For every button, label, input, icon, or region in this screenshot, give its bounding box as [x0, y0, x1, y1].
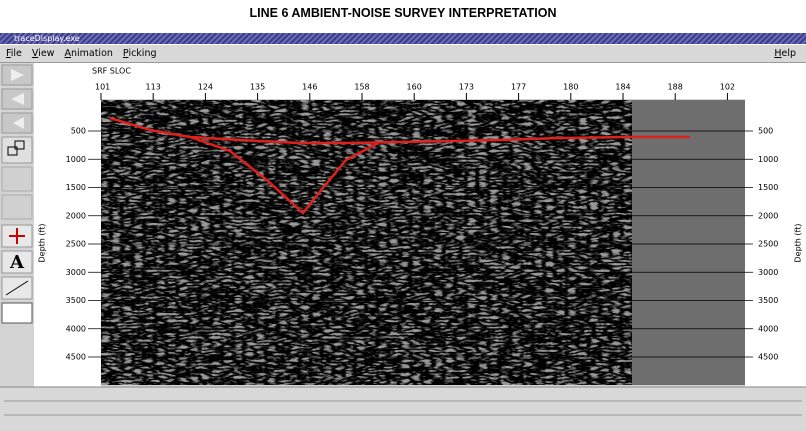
- note-button[interactable]: [1, 302, 33, 324]
- depth-tick-label: 500: [758, 127, 773, 136]
- icon: [13, 117, 24, 129]
- page-title: LINE 6 AMBIENT-NOISE SURVEY INTERPRETATI…: [249, 6, 557, 20]
- depth-tick-label: 2500: [66, 240, 86, 249]
- right-axis-panel: [745, 99, 806, 387]
- depth-tick-label: 3000: [66, 268, 86, 277]
- depth-tick-label: 2000: [66, 211, 86, 220]
- menu-item[interactable]: View: [31, 48, 55, 59]
- depth-tick-label: 4000: [758, 324, 778, 333]
- depth-tick-label: 2000: [758, 211, 778, 220]
- interpreted-channel: [189, 135, 379, 215]
- depth-tick-label: 3000: [758, 268, 778, 277]
- depth-tick-label: 1000: [758, 155, 778, 164]
- trace-label: 113: [146, 83, 161, 92]
- trace-label: 158: [354, 83, 369, 92]
- trace-label: 188: [668, 83, 683, 92]
- depth-tick-label: 4000: [66, 324, 86, 333]
- trace-label: 180: [563, 83, 578, 92]
- icon: [9, 228, 25, 244]
- icon: A: [9, 252, 25, 273]
- trace-label: 177: [511, 83, 526, 92]
- icon: [7, 146, 18, 156]
- trace-label: 101: [95, 83, 110, 92]
- menu-item[interactable]: Picking: [122, 48, 157, 59]
- trace-label: 184: [615, 83, 630, 92]
- icon: [5, 280, 29, 296]
- menu-item[interactable]: Animation: [64, 48, 113, 59]
- trace-label: 135: [250, 83, 265, 92]
- menu-item[interactable]: File: [6, 48, 22, 59]
- toolbar: A: [1, 64, 33, 324]
- trace-label: 160: [407, 83, 422, 92]
- icon: [11, 93, 24, 105]
- display: SRF SLOC Depth (ft) Depth (ft) A 101 113 1…: [0, 63, 806, 431]
- icon: [11, 69, 24, 81]
- trace-label: 102: [720, 83, 735, 92]
- header-label: SRF SLOC: [92, 67, 131, 76]
- status-area: [0, 387, 806, 431]
- interpreted-horizon: [109, 116, 690, 145]
- depth-tick-label: 1500: [758, 183, 778, 192]
- depth-label: Depth (ft): [38, 224, 47, 263]
- disabled-button[interactable]: [1, 194, 33, 220]
- depth-tick-label: 1000: [66, 155, 86, 164]
- disabled-button[interactable]: [1, 166, 33, 192]
- depth-tick-label: 500: [71, 127, 86, 136]
- depth-tick-label: 2500: [758, 240, 778, 249]
- depth-tick-label: 3500: [758, 296, 778, 305]
- icon: [14, 140, 25, 150]
- depth-tick-label: 1500: [66, 183, 86, 192]
- depth-tick-label: 4500: [66, 353, 86, 362]
- trace-label: 124: [198, 83, 213, 92]
- seismic-section: [101, 100, 632, 385]
- depth-tick-label: 3500: [66, 296, 86, 305]
- text-button[interactable]: [1, 250, 33, 274]
- window-title: traceDisplay.exe: [14, 34, 80, 43]
- trace-label: 146: [302, 83, 317, 92]
- menu-item[interactable]: Help: [774, 48, 796, 59]
- menu-bar: File View Animation Picking Help: [0, 45, 806, 63]
- title-bar: traceDisplay.exe: [0, 33, 806, 44]
- left-axis-panel: [34, 99, 101, 387]
- depth-label: Depth (ft): [794, 224, 803, 263]
- header-panel: [34, 63, 806, 99]
- trace-label: 173: [459, 83, 474, 92]
- depth-tick-label: 4500: [758, 353, 778, 362]
